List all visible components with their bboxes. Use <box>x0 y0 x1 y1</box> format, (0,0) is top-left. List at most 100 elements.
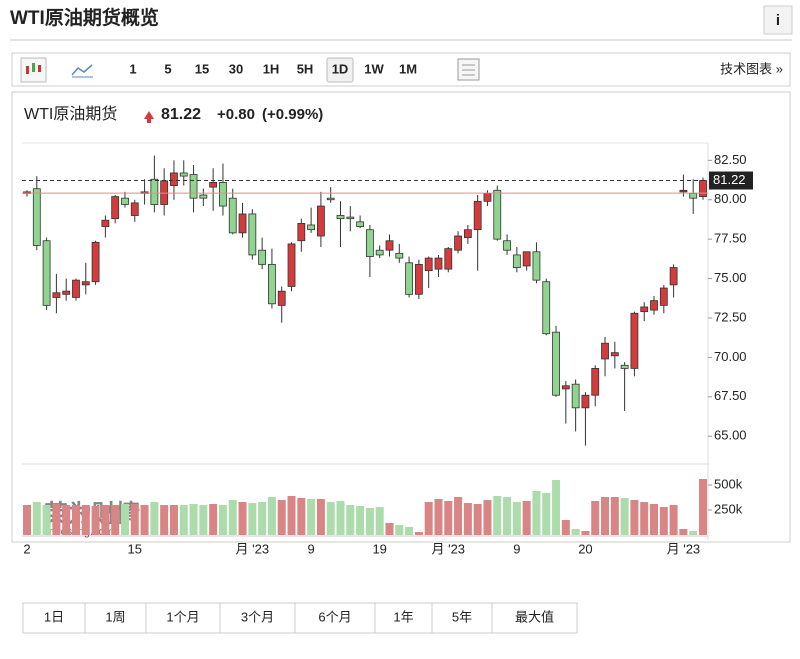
volume-bar <box>463 503 472 535</box>
range-button[interactable] <box>491 602 578 634</box>
x-tick-label: 2 <box>23 541 30 556</box>
quote-change: +0.80 <box>217 106 255 123</box>
volume-bar <box>297 498 306 535</box>
candle-body <box>346 216 355 220</box>
volume-bar <box>493 496 502 535</box>
candle-body <box>689 193 698 199</box>
volume-bar <box>356 506 365 535</box>
range-label[interactable]: 1日 <box>44 609 64 624</box>
line-icon[interactable] <box>71 64 93 76</box>
range-label[interactable]: 3个月 <box>241 609 274 624</box>
volume-bar <box>346 505 355 535</box>
candle-body <box>601 342 609 360</box>
candle-body <box>72 279 80 298</box>
range-label[interactable]: 1年 <box>393 609 413 624</box>
info-icon[interactable]: i <box>776 12 780 29</box>
candle-body <box>552 331 560 396</box>
table-icon[interactable] <box>457 58 480 81</box>
x-tick-label: 20 <box>578 541 592 556</box>
candle-body <box>405 262 413 295</box>
candle-body <box>307 224 316 231</box>
y-tick-label: 72.50 <box>714 309 747 324</box>
volume-bar <box>120 504 129 535</box>
interval-button[interactable]: 1 <box>129 61 136 76</box>
y-tick-label: 77.50 <box>714 231 747 246</box>
volume-bar <box>542 493 551 535</box>
volume-bar <box>512 502 521 535</box>
interval-button[interactable]: 1H <box>263 61 280 76</box>
info-button[interactable] <box>763 5 793 35</box>
candle-body <box>111 196 120 220</box>
volume-bar <box>552 480 561 535</box>
candle-body <box>699 180 707 197</box>
volume-bar <box>307 499 316 535</box>
range-button[interactable] <box>22 602 86 634</box>
range-label[interactable]: 1个月 <box>166 609 199 624</box>
volume-bar <box>160 505 169 535</box>
volume-bar <box>699 479 707 535</box>
volume-bar <box>150 502 159 535</box>
candle-body <box>581 394 590 409</box>
interval-button[interactable]: 30 <box>229 61 243 76</box>
interval-button[interactable]: 1M <box>399 61 417 76</box>
interval-button[interactable]: 5H <box>297 61 314 76</box>
candle-icon[interactable] <box>20 57 47 83</box>
candle-body <box>150 178 159 205</box>
volume-bar <box>91 506 100 535</box>
chart-link[interactable]: 技术图表 » <box>720 61 783 76</box>
volume-bar <box>336 501 345 535</box>
range-label[interactable]: 最大值 <box>515 609 554 624</box>
candle-body <box>512 254 521 268</box>
interval-button[interactable]: 5 <box>164 61 171 76</box>
candle-body <box>336 215 345 220</box>
volume-bar <box>532 491 541 535</box>
interval-button[interactable]: 1D <box>332 61 349 76</box>
volume-bar <box>81 505 90 535</box>
volume-bar <box>267 497 276 535</box>
volume-bar <box>316 499 325 535</box>
volume-bar <box>395 525 404 535</box>
last-price-tag <box>709 171 753 190</box>
volume-bar <box>199 505 208 535</box>
interval-selected[interactable] <box>326 57 354 83</box>
volume-bar <box>581 531 590 535</box>
range-button[interactable] <box>84 602 147 634</box>
range-button[interactable] <box>219 602 296 634</box>
volume-bar <box>238 502 247 535</box>
volume-bar <box>101 505 110 535</box>
range-button[interactable] <box>374 602 433 634</box>
candle-body <box>503 240 511 251</box>
candle-body <box>189 174 198 199</box>
candle-body <box>473 200 482 231</box>
volume-bar <box>326 502 335 535</box>
interval-button[interactable]: 15 <box>195 61 209 76</box>
candle-body <box>91 241 100 283</box>
widget-title: WTI原油期货概览 <box>10 6 159 29</box>
candle-body <box>414 263 423 295</box>
candle-body <box>297 222 306 242</box>
candle-body <box>248 213 257 256</box>
y-tick-label: 65.00 <box>714 428 747 443</box>
volume-bar <box>287 496 296 535</box>
candle-body <box>42 240 51 306</box>
volume-bar <box>424 502 433 535</box>
range-label[interactable]: 6个月 <box>318 609 351 624</box>
x-tick-label: 月 '23 <box>236 541 270 556</box>
candle-body <box>81 281 90 286</box>
y-tick-label: 70.00 <box>714 349 747 364</box>
interval-button[interactable]: 1W <box>364 61 384 76</box>
volume-bar <box>610 497 619 535</box>
range-label[interactable]: 1周 <box>105 609 125 624</box>
range-button[interactable] <box>294 602 376 634</box>
candle-body <box>32 188 41 246</box>
candle-body <box>62 290 71 295</box>
range-label[interactable]: 5年 <box>452 609 472 624</box>
up-arrow <box>144 111 154 123</box>
volume-bar <box>679 529 688 535</box>
candle-body <box>463 229 472 238</box>
volume-bar <box>23 505 31 535</box>
volume-bar <box>52 504 61 535</box>
x-tick-label: 15 <box>128 541 142 556</box>
toolbar <box>11 52 791 87</box>
candle-body <box>199 194 208 199</box>
